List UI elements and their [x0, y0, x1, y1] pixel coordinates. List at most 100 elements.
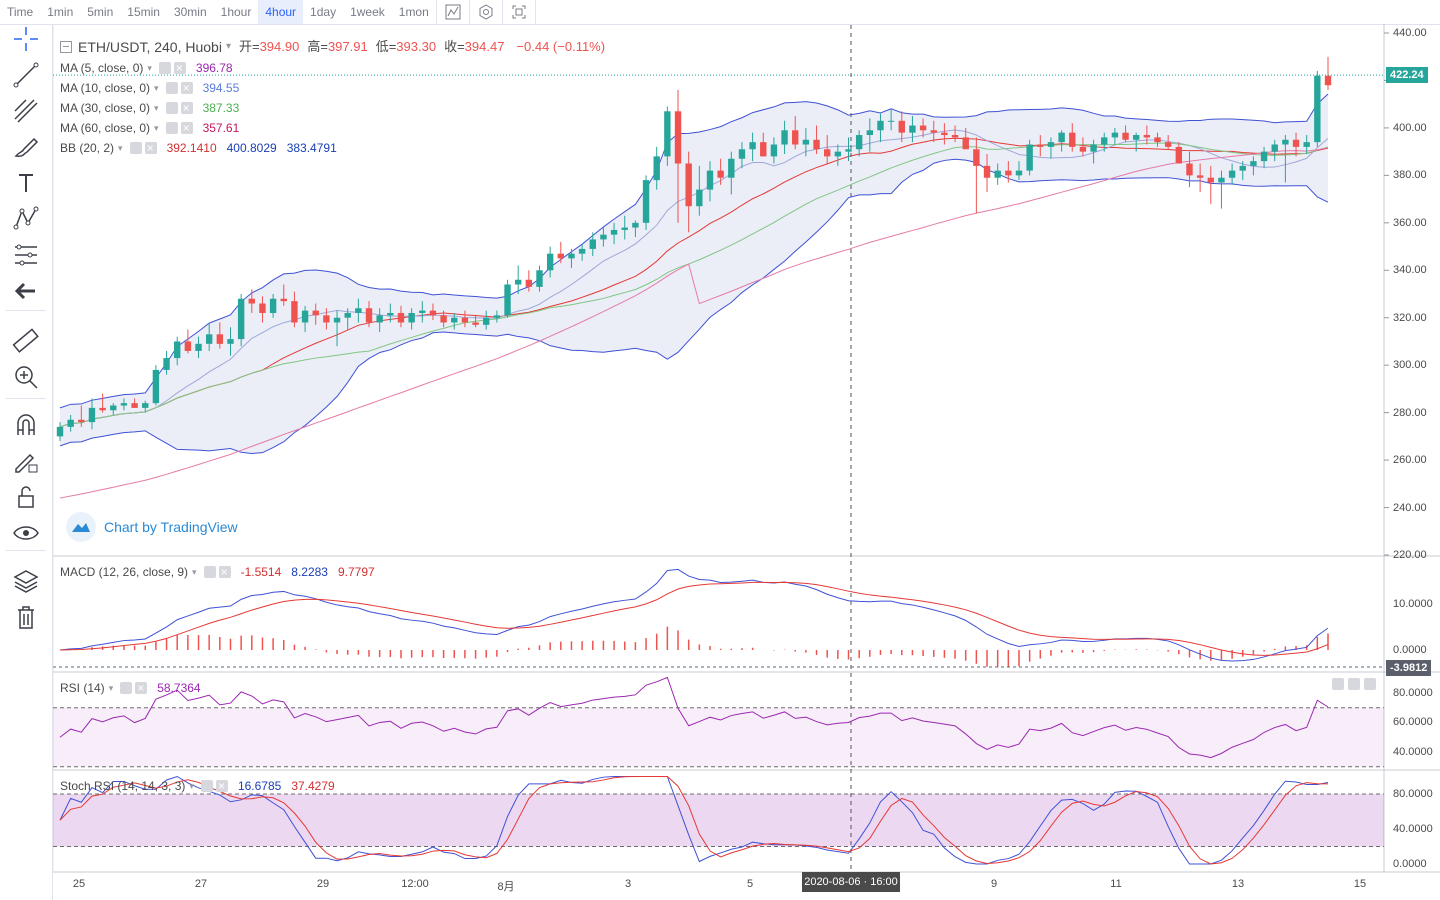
chevron-down-icon[interactable]: ▾: [189, 781, 194, 791]
settings-icon[interactable]: [165, 122, 178, 134]
trendline-icon[interactable]: [10, 59, 42, 91]
close-icon[interactable]: [135, 678, 148, 698]
stoch-legend[interactable]: Stoch RSI (14, 14, 3, 3)▾ 16.6785 37.427…: [60, 776, 335, 796]
candle-body: [333, 317, 341, 323]
brush-icon[interactable]: [10, 131, 42, 163]
tradingview-brand[interactable]: Chart by TradingView: [66, 512, 238, 542]
ma60-line: [59, 147, 1329, 499]
close-icon[interactable]: [218, 562, 231, 582]
rsi-legend[interactable]: RSI (14)▾ 58.7364: [60, 678, 201, 698]
timeframe-5min[interactable]: 5min: [87, 5, 114, 19]
indicators-icon[interactable]: [437, 0, 470, 24]
candle-body: [642, 180, 650, 223]
ruler-icon[interactable]: [10, 325, 42, 357]
eye-icon[interactable]: [10, 517, 42, 549]
chevron-down-icon[interactable]: ▾: [154, 103, 159, 113]
close-icon[interactable]: [144, 138, 157, 158]
lock-pencil-icon[interactable]: [10, 445, 42, 477]
layers-icon[interactable]: [10, 565, 42, 597]
collapse-icon[interactable]: [60, 41, 72, 53]
close-icon[interactable]: [180, 98, 193, 118]
arrow-down-icon[interactable]: [1348, 678, 1360, 690]
close-icon[interactable]: [215, 776, 228, 796]
settings-icon[interactable]: [165, 82, 178, 94]
candle-body: [1058, 132, 1065, 143]
trash-icon[interactable]: [10, 601, 42, 633]
macd-legend[interactable]: MACD (12, 26, close, 9)▾ -1.5514 8.2283 …: [60, 562, 375, 582]
magnet-icon[interactable]: [10, 409, 42, 441]
time-tick: 29: [316, 878, 330, 890]
time-tick: 11: [1110, 878, 1122, 890]
bb-legend[interactable]: BB (20, 2)▾ 392.1410 400.8029 383.4791: [60, 138, 605, 158]
symbol-title[interactable]: ETH/USDT, 240, Huobi: [78, 39, 222, 55]
timeframe-4hour[interactable]: 4hour: [258, 0, 304, 24]
chevron-down-icon[interactable]: ▾: [118, 143, 123, 153]
prediction-icon[interactable]: [10, 239, 42, 271]
timeframe-1week[interactable]: 1week: [350, 5, 385, 19]
ma5-value: 396.78: [195, 61, 233, 75]
settings-icon[interactable]: [165, 102, 178, 114]
candle-body: [1037, 144, 1044, 147]
chevron-down-icon[interactable]: ▾: [154, 83, 159, 93]
ma30-legend[interactable]: MA (30, close, 0)▾ 387.33: [60, 98, 605, 118]
bollinger-upper: [59, 93, 1329, 409]
arrow-up-icon[interactable]: [1332, 678, 1344, 690]
settings-icon[interactable]: [158, 62, 171, 74]
time-tick: 15: [1353, 878, 1367, 890]
timeframe-1hour[interactable]: 1hour: [220, 5, 252, 19]
close-icon[interactable]: [180, 78, 193, 98]
candle-body: [483, 317, 490, 325]
close-icon[interactable]: [173, 58, 186, 78]
time-tick: 13: [1231, 878, 1245, 890]
zoom-icon[interactable]: [10, 361, 42, 393]
timeframe-15min[interactable]: 15min: [127, 5, 160, 19]
back-arrow-icon[interactable]: [10, 275, 42, 307]
ma60-legend[interactable]: MA (60, close, 0)▾ 357.61: [60, 118, 605, 138]
timeframe-1day[interactable]: 1day: [310, 5, 337, 19]
crosshair-icon[interactable]: [10, 23, 42, 55]
main-legend: ETH/USDT, 240, Huobi ▾ 开= 394.90 高= 397.91…: [60, 36, 605, 158]
candle-body: [578, 248, 586, 254]
text-icon[interactable]: [10, 167, 42, 199]
candle-body: [1047, 142, 1055, 147]
candle-body: [174, 341, 181, 359]
settings-icon[interactable]: [120, 682, 133, 694]
price-tick: 340.00: [1393, 264, 1427, 277]
fullscreen-icon[interactable]: [503, 0, 536, 24]
candle-body: [632, 222, 639, 228]
pattern-icon[interactable]: [10, 203, 42, 235]
ma10-legend[interactable]: MA (10, close, 0)▾ 394.55: [60, 78, 605, 98]
chevron-down-icon[interactable]: ▾: [147, 63, 152, 73]
settings-hexagon-icon[interactable]: [470, 0, 503, 24]
candle-body: [1303, 142, 1310, 147]
timeframe-30min[interactable]: 30min: [173, 5, 207, 19]
bb-value-1: 392.1410: [166, 141, 217, 155]
candle-body: [973, 149, 980, 166]
maximize-icon[interactable]: [1364, 678, 1376, 690]
lock-icon[interactable]: [10, 481, 42, 513]
timeframe-1min[interactable]: 1min: [47, 5, 74, 19]
ma5-legend[interactable]: MA (5, close, 0)▾ 396.78: [60, 58, 605, 78]
candle-body: [1069, 132, 1076, 147]
candle-body: [227, 339, 234, 344]
settings-icon[interactable]: [203, 566, 216, 578]
time-tick: 5: [746, 878, 754, 890]
candle-body: [1164, 142, 1172, 147]
candle-body: [237, 298, 245, 340]
fib-icon[interactable]: [10, 95, 42, 127]
settings-icon[interactable]: [200, 780, 213, 792]
ma10-value: 394.55: [202, 81, 240, 95]
timeframe-time[interactable]: Time: [7, 5, 34, 19]
close-icon[interactable]: [180, 118, 193, 138]
chevron-down-icon[interactable]: ▾: [192, 567, 197, 577]
candle-body: [557, 253, 565, 259]
candle-body: [1324, 75, 1332, 86]
settings-icon[interactable]: [129, 142, 142, 154]
tool-divider: [6, 310, 46, 311]
candle-body: [110, 405, 117, 411]
chevron-down-icon[interactable]: ▾: [108, 683, 114, 693]
timeframe-1mon[interactable]: 1mon: [398, 5, 429, 19]
chevron-down-icon[interactable]: ▾: [225, 41, 231, 52]
chevron-down-icon[interactable]: ▾: [154, 123, 159, 133]
